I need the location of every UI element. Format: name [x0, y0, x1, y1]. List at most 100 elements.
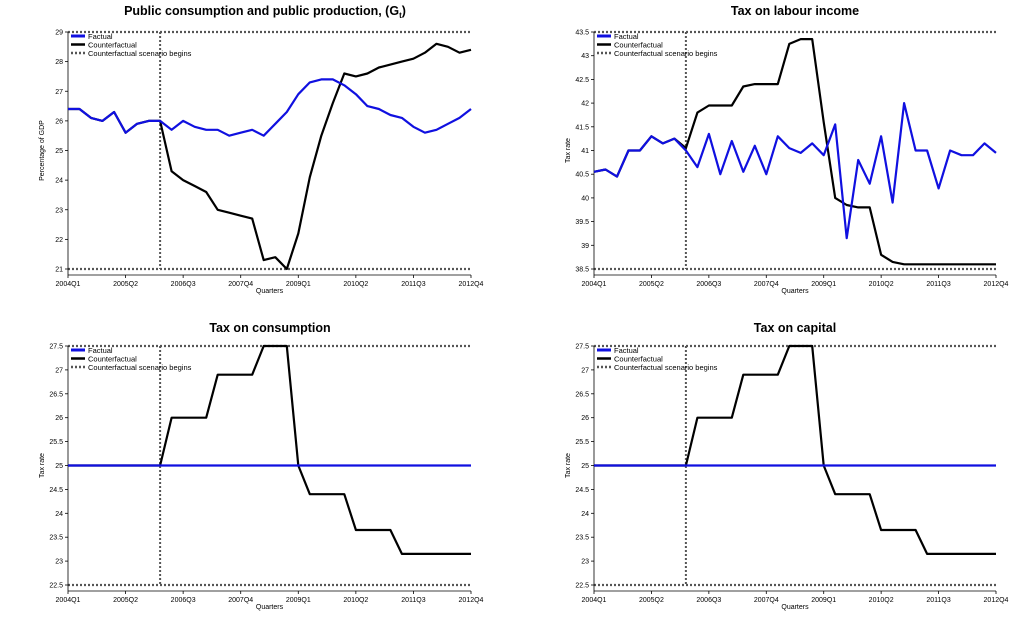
y-tick-label: 25.5	[575, 439, 589, 446]
counterfactual-series-line	[594, 344, 996, 556]
y-tick-label: 27	[581, 367, 589, 374]
legend-counterfactual-label: Counterfactual	[88, 354, 137, 363]
x-axis-label: Quarters	[781, 288, 809, 295]
x-tick-label: 2010Q2	[869, 597, 894, 604]
x-axis-label: Quarters	[256, 288, 284, 295]
legend-counterfactual-label: Counterfactual	[614, 354, 663, 363]
factual-series-line	[68, 78, 472, 137]
x-tick-label: 2011Q3	[926, 597, 950, 604]
chart-title-close: )	[402, 4, 406, 18]
y-tick-label: 26	[55, 415, 63, 422]
x-tick-label: 2004Q1	[582, 281, 607, 288]
chart-title-text: Public consumption and public production…	[124, 4, 399, 18]
y-tick-label: 38.5	[575, 267, 589, 274]
y-tick-label: 42	[581, 101, 589, 108]
x-tick-label: 2010Q2	[343, 281, 368, 288]
x-tick-label: 2012Q4	[984, 597, 1009, 604]
chart-title: Tax on capital	[754, 321, 836, 335]
y-tick-label: 40	[581, 195, 589, 202]
x-tick-label: 2005Q2	[639, 597, 664, 604]
chart-panel: Tax on capital 27.5 27 26.5 26 25.5 25 24.5 24 23…	[565, 321, 1009, 611]
x-tick-label: 2004Q1	[56, 281, 81, 288]
y-tick-label: 23.5	[575, 535, 589, 542]
x-tick-label: 2009Q1	[811, 597, 836, 604]
chart-title-text: Tax on capital	[754, 321, 836, 335]
y-tick-label: 43	[581, 53, 589, 60]
y-tick-label: 23	[55, 207, 63, 214]
x-tick-label: 2011Q3	[926, 281, 950, 288]
x-tick-label: 2007Q4	[754, 281, 779, 288]
y-tick-label: 24	[55, 178, 63, 185]
legend-scenario-label: Counterfactual scenario begins	[88, 49, 192, 58]
counterfactual-series-line	[68, 344, 471, 556]
chart-title: Public consumption and public production…	[124, 4, 406, 20]
x-axis-label: Quarters	[781, 604, 809, 611]
legend-counterfactual-label: Counterfactual	[614, 40, 663, 49]
y-tick-label: 42.5	[575, 77, 589, 84]
y-tick-label: 25.5	[49, 439, 63, 446]
x-tick-label: 2006Q3	[696, 281, 721, 288]
y-tick-label: 28	[55, 59, 63, 66]
chart-panel: Tax on consumption 27.5 27 26.5 26 25.5 25 24.5…	[39, 321, 484, 611]
legend-factual-label: Factual	[88, 346, 113, 355]
y-tick-label: 25	[55, 148, 63, 155]
y-tick-label: 23	[55, 559, 63, 566]
y-tick-label: 24	[55, 511, 63, 518]
y-tick-label: 23	[581, 559, 589, 566]
x-tick-label: 2007Q4	[754, 597, 779, 604]
x-tick-label: 2007Q4	[228, 597, 253, 604]
x-tick-label: 2012Q4	[459, 281, 484, 288]
chart-title-text: Tax on labour income	[731, 4, 859, 18]
y-axis-label: Tax rate	[565, 453, 572, 478]
factual-series-line	[593, 101, 997, 240]
y-tick-label: 40.5	[575, 172, 589, 179]
chart-title: Tax on consumption	[209, 321, 330, 335]
legend-factual-label: Factual	[614, 346, 639, 355]
chart-title-subscript: t	[399, 11, 402, 20]
x-tick-label: 2012Q4	[459, 597, 484, 604]
chart-panel: Public consumption and public production…	[39, 4, 484, 295]
legend-scenario-label: Counterfactual scenario begins	[614, 49, 718, 58]
x-tick-label: 2009Q1	[286, 281, 311, 288]
y-axis-label: Tax rate	[39, 453, 46, 478]
x-tick-label: 2005Q2	[639, 281, 664, 288]
legend-scenario-label: Counterfactual scenario begins	[88, 363, 192, 372]
y-tick-label: 27	[55, 89, 63, 96]
y-tick-label: 25	[55, 463, 63, 470]
legend-counterfactual-label: Counterfactual	[88, 40, 137, 49]
y-tick-label: 25	[581, 463, 589, 470]
y-tick-label: 22.5	[575, 583, 589, 590]
counterfactual-series-line	[593, 37, 996, 266]
y-tick-label: 43.5	[575, 30, 589, 37]
chart-title: Tax on labour income	[731, 4, 859, 18]
y-tick-label: 24	[581, 511, 589, 518]
y-tick-label: 24.5	[575, 487, 589, 494]
chart-title-text: Tax on consumption	[209, 321, 330, 335]
y-tick-label: 41	[581, 148, 589, 155]
x-tick-label: 2006Q3	[171, 597, 196, 604]
x-tick-label: 2005Q2	[113, 281, 138, 288]
y-tick-label: 27	[55, 367, 63, 374]
x-tick-label: 2010Q2	[343, 597, 368, 604]
y-tick-label: 26	[55, 118, 63, 125]
x-tick-label: 2010Q2	[869, 281, 894, 288]
y-tick-label: 26.5	[575, 391, 589, 398]
y-tick-label: 23.5	[49, 535, 63, 542]
x-tick-label: 2004Q1	[582, 597, 607, 604]
counterfactual-series-line	[68, 42, 472, 271]
y-axis-label: Percentage of GDP	[39, 120, 46, 181]
y-tick-label: 29	[55, 30, 63, 37]
chart-panel: Tax on labour income 43.5 43 42.5 42 41.5 41 40…	[565, 4, 1009, 295]
y-tick-label: 27.5	[49, 344, 63, 351]
x-axis-label: Quarters	[256, 604, 284, 611]
y-tick-label: 24.5	[49, 487, 63, 494]
legend-factual-label: Factual	[88, 32, 113, 41]
x-tick-label: 2009Q1	[286, 597, 311, 604]
x-tick-label: 2006Q3	[696, 597, 721, 604]
y-tick-label: 41.5	[575, 124, 589, 131]
y-tick-label: 22.5	[49, 583, 63, 590]
x-tick-label: 2007Q4	[228, 281, 253, 288]
y-tick-label: 26	[581, 415, 589, 422]
